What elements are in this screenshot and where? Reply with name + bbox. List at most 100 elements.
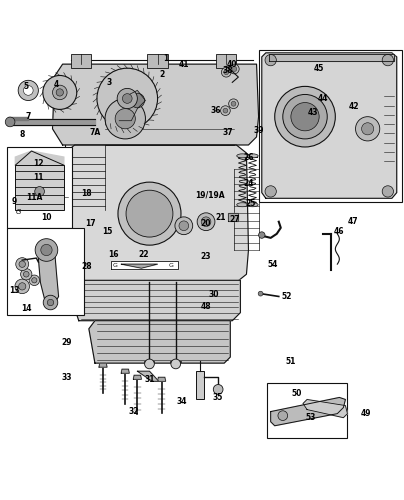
Text: 35: 35 xyxy=(213,393,223,402)
Polygon shape xyxy=(137,371,159,382)
Polygon shape xyxy=(15,151,64,165)
Text: 34: 34 xyxy=(177,397,187,406)
Circle shape xyxy=(223,108,228,113)
Polygon shape xyxy=(38,242,59,308)
Text: 20: 20 xyxy=(201,219,211,228)
Polygon shape xyxy=(262,53,397,199)
Text: 30: 30 xyxy=(209,290,219,299)
Bar xyxy=(196,371,204,400)
Circle shape xyxy=(21,268,32,280)
Text: G: G xyxy=(113,263,118,268)
Circle shape xyxy=(32,278,37,283)
Circle shape xyxy=(56,89,63,96)
Circle shape xyxy=(130,93,145,108)
Circle shape xyxy=(221,68,231,77)
Text: 9: 9 xyxy=(12,197,17,206)
Polygon shape xyxy=(303,400,347,417)
Circle shape xyxy=(41,244,52,256)
Circle shape xyxy=(145,359,154,369)
Ellipse shape xyxy=(247,154,258,158)
Polygon shape xyxy=(121,264,158,268)
Text: 45: 45 xyxy=(314,64,324,72)
Text: 11: 11 xyxy=(33,173,44,182)
Polygon shape xyxy=(228,213,238,221)
Text: 11A: 11A xyxy=(26,193,42,202)
Bar xyxy=(267,384,347,438)
Circle shape xyxy=(122,85,153,116)
Circle shape xyxy=(201,217,211,226)
Text: 13: 13 xyxy=(9,286,19,295)
Circle shape xyxy=(19,282,26,290)
Text: 2: 2 xyxy=(159,70,164,79)
Text: 10: 10 xyxy=(41,213,52,222)
Circle shape xyxy=(18,80,38,100)
Text: 5: 5 xyxy=(24,82,29,91)
Circle shape xyxy=(122,94,132,104)
Circle shape xyxy=(259,232,265,238)
Text: 7A: 7A xyxy=(89,128,101,138)
Circle shape xyxy=(232,66,237,71)
Text: 22: 22 xyxy=(138,250,149,258)
Circle shape xyxy=(23,272,29,277)
Text: 27: 27 xyxy=(229,215,240,224)
Polygon shape xyxy=(53,64,259,145)
Circle shape xyxy=(47,300,54,306)
Text: 23: 23 xyxy=(201,252,211,260)
Polygon shape xyxy=(7,118,95,125)
Circle shape xyxy=(275,86,335,147)
Polygon shape xyxy=(111,262,178,270)
Bar xyxy=(71,54,91,68)
Text: 41: 41 xyxy=(179,60,189,68)
Bar xyxy=(7,147,72,228)
Text: 50: 50 xyxy=(292,389,302,398)
Text: 32: 32 xyxy=(128,407,139,416)
Circle shape xyxy=(221,106,230,116)
Circle shape xyxy=(291,102,319,131)
Polygon shape xyxy=(119,90,145,120)
Circle shape xyxy=(117,88,137,108)
Bar xyxy=(7,228,84,314)
Polygon shape xyxy=(63,145,248,282)
Circle shape xyxy=(15,279,29,293)
Circle shape xyxy=(19,261,25,268)
Text: 7: 7 xyxy=(25,112,31,121)
Circle shape xyxy=(35,186,44,196)
Circle shape xyxy=(171,359,181,369)
Text: 28: 28 xyxy=(82,262,92,270)
Circle shape xyxy=(105,98,145,139)
Circle shape xyxy=(126,190,173,237)
Text: 53: 53 xyxy=(306,413,316,422)
Polygon shape xyxy=(71,280,240,320)
Text: 31: 31 xyxy=(144,375,155,384)
Circle shape xyxy=(229,64,239,74)
Polygon shape xyxy=(271,398,345,425)
Circle shape xyxy=(231,102,236,106)
Polygon shape xyxy=(121,369,129,373)
Ellipse shape xyxy=(247,202,258,207)
Text: 51: 51 xyxy=(286,356,296,366)
Text: 8: 8 xyxy=(19,130,25,140)
Text: 52: 52 xyxy=(282,292,292,301)
Text: 17: 17 xyxy=(86,219,96,228)
Circle shape xyxy=(43,295,58,310)
Ellipse shape xyxy=(237,154,248,158)
Bar xyxy=(147,54,168,68)
Circle shape xyxy=(265,54,276,66)
Polygon shape xyxy=(133,375,141,380)
Circle shape xyxy=(224,70,229,74)
Text: 3: 3 xyxy=(107,78,112,87)
Circle shape xyxy=(362,122,374,135)
Circle shape xyxy=(97,68,158,129)
Text: 12: 12 xyxy=(33,158,44,168)
Text: 29: 29 xyxy=(61,338,72,347)
Circle shape xyxy=(35,238,58,262)
Text: 40: 40 xyxy=(227,60,238,68)
Text: 46: 46 xyxy=(334,228,345,236)
Polygon shape xyxy=(158,378,166,382)
Text: 49: 49 xyxy=(360,409,371,418)
Text: 14: 14 xyxy=(21,304,32,313)
Text: 33: 33 xyxy=(61,373,72,382)
Circle shape xyxy=(115,108,135,129)
Text: 39: 39 xyxy=(253,126,264,136)
Circle shape xyxy=(382,186,393,197)
